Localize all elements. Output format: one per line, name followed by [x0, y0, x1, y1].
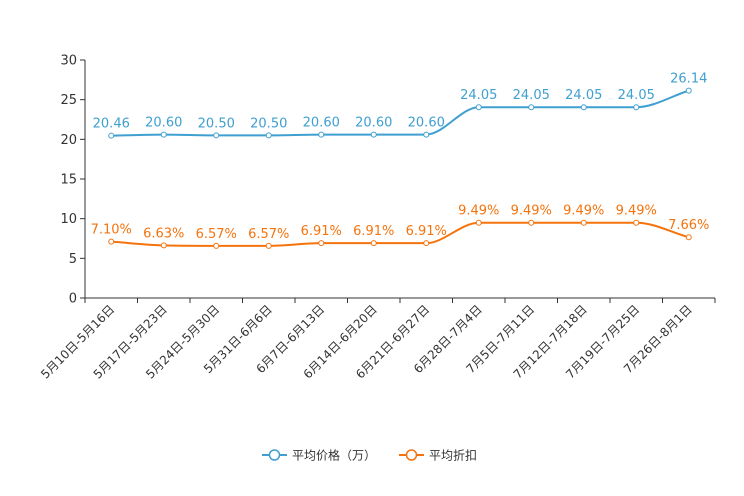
data-label: 6.91% [353, 224, 394, 239]
series-discount: 7.10% 6.63% 6.57% 6.57% 6.91% 6.91% 6.91% 9.49%… [91, 204, 709, 249]
y-tick-label: 10 [60, 212, 77, 227]
data-label: 20.60 [303, 116, 340, 131]
legend-label: 平均折扣 [429, 448, 477, 463]
data-label: 7.10% [91, 223, 132, 238]
data-point[interactable] [423, 131, 430, 138]
data-point[interactable] [633, 219, 640, 226]
data-label: 20.60 [145, 116, 182, 131]
y-tick-label: 25 [60, 93, 77, 108]
data-label: 20.60 [408, 116, 445, 131]
data-point[interactable] [318, 131, 325, 138]
data-label: 6.91% [406, 224, 447, 239]
data-point[interactable] [370, 240, 377, 247]
data-point[interactable] [685, 234, 692, 241]
data-point[interactable] [475, 104, 482, 111]
data-label: 9.49% [563, 204, 604, 219]
y-tick-label: 5 [69, 252, 77, 267]
legend-marker-icon [268, 449, 281, 461]
data-point[interactable] [318, 240, 325, 247]
series-line [111, 89, 690, 137]
data-point[interactable] [580, 104, 587, 111]
series-price: 20.46 20.60 20.50 20.50 20.60 20.60 20.60 24.05… [93, 72, 707, 139]
data-point[interactable] [633, 104, 640, 111]
data-label: 6.57% [248, 227, 289, 242]
legend-label: 平均价格（万） [292, 448, 376, 463]
data-point[interactable] [213, 242, 220, 249]
data-label: 20.60 [355, 116, 392, 131]
data-point[interactable] [580, 219, 587, 226]
data-point[interactable] [108, 238, 115, 245]
data-label: 26.14 [670, 72, 707, 87]
data-label: 20.50 [198, 116, 235, 131]
data-label: 20.50 [250, 116, 287, 131]
legend-item-price[interactable]: 平均价格（万） [262, 448, 376, 463]
data-point[interactable] [160, 242, 167, 249]
legend-marker-icon [405, 449, 418, 461]
data-label: 6.91% [301, 224, 342, 239]
data-point[interactable] [108, 132, 115, 139]
data-label: 7.66% [668, 218, 709, 233]
data-label: 6.63% [143, 226, 184, 241]
data-label: 9.49% [511, 204, 552, 219]
data-label: 24.05 [460, 88, 497, 103]
chart-series: 20.46 20.60 20.50 20.50 20.60 20.60 20.60 24.05… [91, 72, 709, 249]
data-label: 9.49% [616, 204, 657, 219]
series-line [111, 221, 690, 247]
data-point[interactable] [475, 219, 482, 226]
data-point[interactable] [265, 242, 272, 249]
data-point[interactable] [528, 104, 535, 111]
data-point[interactable] [685, 87, 692, 94]
y-tick-label: 20 [60, 133, 77, 148]
data-point[interactable] [423, 240, 430, 247]
y-tick-label: 30 [60, 54, 77, 69]
y-tick-label: 15 [60, 173, 77, 188]
data-label: 6.57% [196, 227, 237, 242]
legend-item-discount[interactable]: 平均折扣 [399, 448, 477, 463]
data-label: 9.49% [458, 204, 499, 219]
data-label: 24.05 [513, 88, 550, 103]
data-point[interactable] [160, 131, 167, 138]
data-label: 24.05 [565, 88, 602, 103]
y-tick-label: 0 [69, 292, 77, 307]
data-label: 24.05 [618, 88, 655, 103]
data-point[interactable] [265, 132, 272, 139]
chart-axes: 0510152025305月10日-5月16日5月17日-5月23日5月24日-… [38, 54, 716, 382]
data-label: 20.46 [93, 117, 130, 132]
data-point[interactable] [213, 132, 220, 139]
data-point[interactable] [528, 219, 535, 226]
data-point[interactable] [370, 131, 377, 138]
chart-legend[interactable]: 平均价格（万） 平均折扣 [262, 448, 477, 463]
